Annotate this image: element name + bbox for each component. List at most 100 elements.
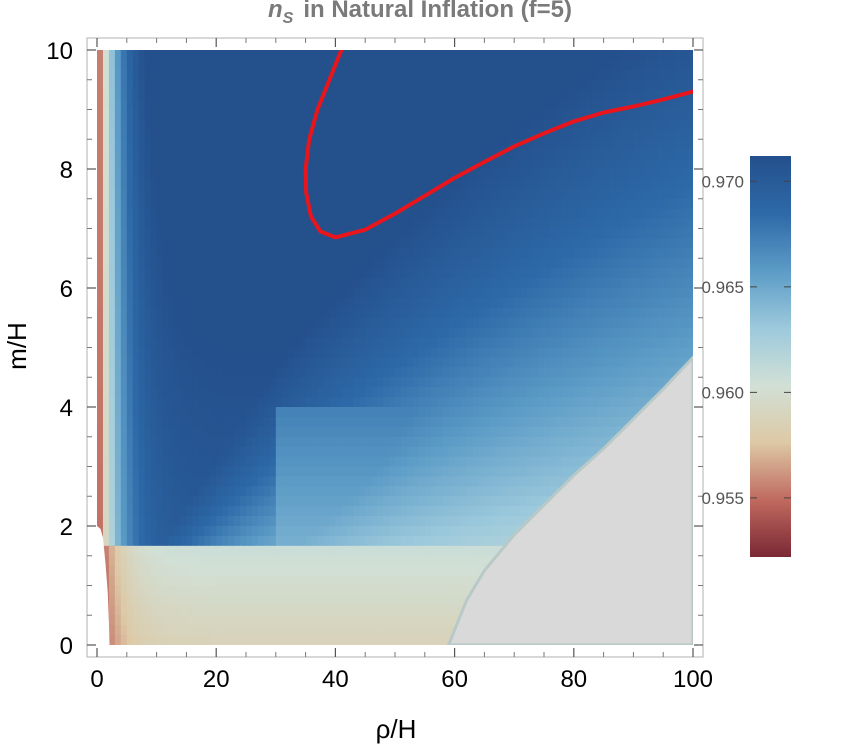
heatmap-cell — [400, 99, 408, 111]
heatmap-cell — [538, 178, 545, 190]
heatmap-cell — [520, 416, 527, 428]
heatmap-cell — [579, 357, 587, 368]
heatmap-cell — [269, 169, 277, 180]
heatmap-cell — [472, 506, 480, 517]
heatmap-cell — [132, 506, 140, 517]
heatmap-cell — [192, 526, 199, 537]
heatmap-cell — [603, 307, 611, 319]
heatmap-cell — [508, 347, 515, 359]
heatmap-cell — [120, 248, 128, 259]
heatmap-cell — [293, 476, 301, 487]
heatmap-cell — [454, 337, 462, 349]
heatmap-cell — [168, 89, 176, 101]
heatmap-cell — [359, 426, 366, 438]
heatmap-cell — [293, 526, 301, 537]
heatmap-cell — [222, 218, 229, 230]
heatmap-cell — [448, 436, 456, 448]
heatmap-cell — [240, 198, 247, 210]
heatmap-cell — [520, 129, 527, 140]
heatmap-cell — [502, 218, 509, 230]
heatmap-cell — [204, 79, 211, 91]
heatmap-cell — [687, 109, 693, 121]
heatmap-cell — [120, 178, 128, 190]
heatmap-cell — [150, 397, 158, 408]
heatmap-cell — [269, 377, 277, 388]
heatmap-cell — [436, 79, 444, 91]
heatmap-cell — [412, 446, 420, 458]
heatmap-cell — [490, 397, 497, 408]
heatmap-cell — [633, 149, 640, 160]
heatmap-cell — [341, 188, 348, 200]
heatmap-cell — [478, 516, 485, 527]
heatmap-cell — [216, 288, 223, 299]
heatmap-cell — [675, 317, 682, 329]
heatmap-cell — [400, 50, 408, 61]
heatmap-cell — [353, 139, 360, 150]
heatmap-cell — [538, 268, 545, 279]
heatmap-cell — [448, 208, 456, 220]
heatmap-cell — [430, 347, 438, 359]
heatmap-cell — [615, 387, 623, 398]
heatmap-cell — [418, 506, 426, 517]
heatmap-cell — [454, 238, 462, 249]
heatmap-cell — [234, 288, 241, 299]
heatmap-cell — [335, 119, 342, 130]
heatmap-cell — [359, 357, 366, 368]
heatmap-cell — [251, 139, 259, 150]
heatmap-cell — [335, 258, 342, 269]
heatmap-cell — [538, 89, 545, 101]
heatmap-cell — [544, 169, 551, 180]
heatmap-cell — [323, 50, 331, 61]
heatmap-cell — [138, 466, 146, 478]
heatmap-cell — [395, 446, 402, 458]
heatmap-cell — [567, 426, 575, 438]
heatmap-cell — [335, 139, 342, 150]
heatmap-cell — [341, 436, 348, 448]
heatmap-cell — [240, 337, 247, 349]
heatmap-cell — [359, 119, 366, 130]
heatmap-cell — [526, 456, 533, 468]
heatmap-cell — [639, 228, 646, 240]
heatmap-cell — [287, 486, 295, 497]
heatmap-cell — [597, 307, 605, 319]
heatmap-cell — [651, 248, 658, 259]
heatmap-cell — [305, 99, 313, 111]
heatmap-cell — [496, 506, 503, 517]
heatmap-cell — [359, 169, 366, 180]
heatmap-cell — [591, 258, 599, 269]
heatmap-cell — [299, 228, 307, 240]
heatmap-cell — [102, 248, 110, 259]
heatmap-cell — [293, 436, 301, 448]
heatmap-cell — [651, 169, 658, 180]
heatmap-cell — [180, 50, 187, 61]
heatmap-cell — [395, 407, 402, 418]
heatmap-cell — [478, 535, 485, 547]
heatmap-cell — [156, 139, 164, 150]
heatmap-cell — [180, 446, 187, 458]
heatmap-cell — [621, 288, 629, 299]
heatmap-cell — [150, 109, 158, 121]
heatmap-cell — [442, 407, 450, 418]
heatmap-cell — [633, 218, 640, 230]
heatmap-cell — [412, 307, 420, 319]
heatmap-cell — [234, 198, 241, 210]
heatmap-cell — [263, 436, 271, 448]
heatmap-cell — [216, 198, 223, 210]
heatmap-cell — [329, 169, 336, 180]
heatmap-cell — [478, 397, 485, 408]
heatmap-cell — [234, 446, 241, 458]
heatmap-cell — [442, 288, 450, 299]
heatmap-cell — [460, 357, 468, 368]
heatmap-cell — [502, 228, 509, 240]
heatmap-cell — [305, 69, 313, 81]
heatmap-cell — [144, 397, 152, 408]
heatmap-cell — [436, 397, 444, 408]
heatmap-cell — [144, 178, 152, 190]
heatmap-cell — [216, 129, 223, 140]
heatmap-cell — [114, 178, 122, 190]
heatmap-cell — [138, 476, 146, 487]
heatmap-cell — [138, 446, 146, 458]
heatmap-cell — [567, 208, 575, 220]
heatmap-cell — [192, 426, 199, 438]
heatmap-cell — [251, 416, 259, 428]
